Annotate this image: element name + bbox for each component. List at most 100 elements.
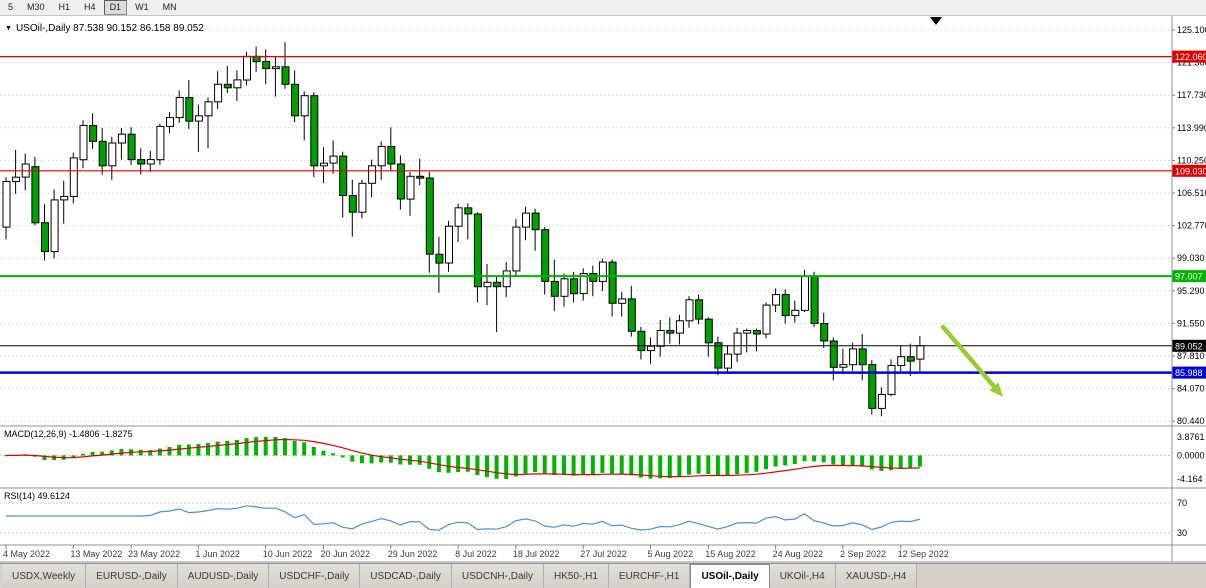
bull-candle bbox=[117, 133, 126, 144]
date-axis-label: 18 Jul 2022 bbox=[513, 549, 560, 559]
bull-candle bbox=[194, 115, 203, 122]
chart-tab-usdx-weekly[interactable]: USDX,Weekly bbox=[2, 564, 87, 588]
price-badge-label: 109.030 bbox=[1175, 166, 1206, 176]
price-badge bbox=[1172, 270, 1206, 283]
bear-candle bbox=[666, 330, 675, 334]
macd-histogram-bar bbox=[754, 455, 759, 472]
date-axis-label: 5 Aug 2022 bbox=[648, 549, 694, 559]
timeframe-button-m30[interactable]: M30 bbox=[27, 2, 45, 12]
macd-histogram-bar bbox=[196, 444, 201, 456]
macd-histogram-bar bbox=[465, 455, 470, 472]
chart-tab-usdcad-daily[interactable]: USDCAD-,Daily bbox=[360, 564, 452, 588]
chart-tab-audusd-daily[interactable]: AUDUSD-,Daily bbox=[177, 564, 270, 588]
macd-histogram-bar bbox=[571, 455, 576, 476]
macd-histogram-bar bbox=[504, 455, 509, 479]
chart-tab-usdcnh-daily[interactable]: USDCNH-,Daily bbox=[451, 564, 544, 588]
bull-candle bbox=[849, 348, 858, 366]
bull-candle bbox=[743, 330, 752, 334]
macd-histogram-bar bbox=[542, 455, 547, 474]
bull-candle bbox=[887, 365, 896, 395]
macd-histogram-bar bbox=[234, 439, 239, 456]
bull-candle bbox=[762, 304, 771, 335]
macd-histogram-bar bbox=[840, 455, 845, 466]
trend-arrow[interactable] bbox=[940, 324, 997, 389]
macd-histogram-bar bbox=[292, 440, 297, 456]
macd-indicator-label: MACD(12,26,9) -1.4806 -1.8275 bbox=[4, 429, 133, 439]
bull-candle bbox=[579, 273, 588, 295]
macd-histogram-bar bbox=[398, 455, 403, 465]
price-badge-label: 85.988 bbox=[1175, 368, 1203, 378]
macd-histogram-bar bbox=[109, 450, 114, 456]
date-axis-label: 29 Jun 2022 bbox=[388, 549, 438, 559]
macd-histogram-bar bbox=[917, 455, 922, 467]
macd-histogram-bar bbox=[677, 455, 682, 477]
timeframe-button-h1[interactable]: H1 bbox=[58, 2, 71, 12]
bull-candle bbox=[685, 299, 694, 322]
bull-candle bbox=[647, 345, 655, 352]
timeframe-button-w1[interactable]: W1 bbox=[135, 2, 149, 12]
macd-histogram-bar bbox=[879, 455, 884, 471]
symbol-dropdown-icon[interactable]: ▼ bbox=[5, 24, 12, 32]
date-axis-label: 4 May 2022 bbox=[3, 549, 50, 559]
bear-candle bbox=[223, 83, 232, 89]
bear-candle bbox=[695, 299, 704, 320]
macd-histogram-bar bbox=[456, 455, 461, 473]
bear-candle bbox=[858, 348, 867, 366]
bear-candle bbox=[829, 340, 838, 368]
bear-candle bbox=[627, 298, 636, 332]
price-axis-label: 106.510 bbox=[1177, 188, 1206, 198]
macd-histogram-bar bbox=[735, 455, 740, 475]
price-badge-label: 97.007 bbox=[1175, 272, 1203, 282]
chart-tab-usoil-daily[interactable]: USOil-,Daily bbox=[690, 564, 770, 588]
bear-candle bbox=[31, 166, 40, 224]
bull-candle bbox=[772, 294, 781, 306]
chart-tab-usdchf-daily[interactable]: USDCHF-,Daily bbox=[269, 564, 361, 588]
macd-histogram-bar bbox=[715, 455, 720, 476]
chart-tab-xauusd-h4[interactable]: XAUUSD-,H4 bbox=[835, 564, 918, 588]
bear-candle bbox=[396, 163, 405, 200]
macd-histogram-bar bbox=[244, 438, 249, 456]
macd-histogram-bar bbox=[494, 455, 499, 479]
timeframe-button-mn[interactable]: MN bbox=[162, 2, 177, 12]
timeframe-button-h4[interactable]: H4 bbox=[84, 2, 96, 12]
date-axis-label: 27 Jul 2022 bbox=[580, 549, 627, 559]
macd-histogram-bar bbox=[667, 455, 672, 479]
macd-histogram-bar bbox=[42, 455, 47, 461]
bear-candle bbox=[310, 95, 319, 167]
bull-candle bbox=[801, 275, 809, 311]
price-badge-label: 122.060 bbox=[1175, 52, 1206, 62]
bull-candle bbox=[618, 298, 627, 304]
chart-tab-ukoil-h4[interactable]: UKOil-,H4 bbox=[769, 564, 836, 588]
bear-candle bbox=[781, 294, 790, 317]
bull-candle bbox=[146, 159, 155, 165]
macd-histogram-bar bbox=[71, 455, 76, 458]
macd-histogram-bar bbox=[821, 455, 826, 463]
macd-histogram-bar bbox=[590, 455, 595, 475]
bear-candle bbox=[541, 229, 550, 282]
macd-histogram-bar bbox=[706, 455, 711, 474]
macd-histogram-bar bbox=[157, 448, 162, 456]
bear-candle bbox=[493, 281, 502, 288]
bull-candle bbox=[300, 95, 309, 117]
timeframe-button-5[interactable]: 5 bbox=[8, 2, 14, 12]
bull-candle bbox=[377, 146, 386, 167]
bull-candle bbox=[733, 332, 742, 355]
bull-candle bbox=[406, 175, 415, 200]
macd-histogram-bar bbox=[283, 438, 287, 456]
bear-candle bbox=[98, 140, 107, 167]
bear-candle bbox=[531, 212, 540, 231]
chart-canvas[interactable]: 125.100121.360117.730113.990110.250106.5… bbox=[0, 0, 1206, 564]
chart-shift-marker[interactable] bbox=[930, 17, 942, 25]
macd-histogram-bar bbox=[764, 455, 768, 470]
macd-histogram-bar bbox=[802, 455, 807, 462]
price-axis-label: 113.990 bbox=[1177, 123, 1206, 133]
timeframe-button-d1[interactable]: D1 bbox=[103, 0, 128, 15]
bear-candle bbox=[704, 318, 713, 344]
bear-candle bbox=[820, 323, 829, 342]
chart-tab-hk50-h1[interactable]: HK50-,H1 bbox=[543, 564, 609, 588]
macd-histogram-bar bbox=[379, 455, 384, 463]
trend-arrow-head bbox=[989, 382, 1003, 397]
chart-tab-eurusd-daily[interactable]: EURUSD-,Daily bbox=[86, 564, 178, 588]
bear-candle bbox=[425, 177, 434, 255]
chart-tab-eurchf-h1[interactable]: EURCHF-,H1 bbox=[608, 564, 691, 588]
